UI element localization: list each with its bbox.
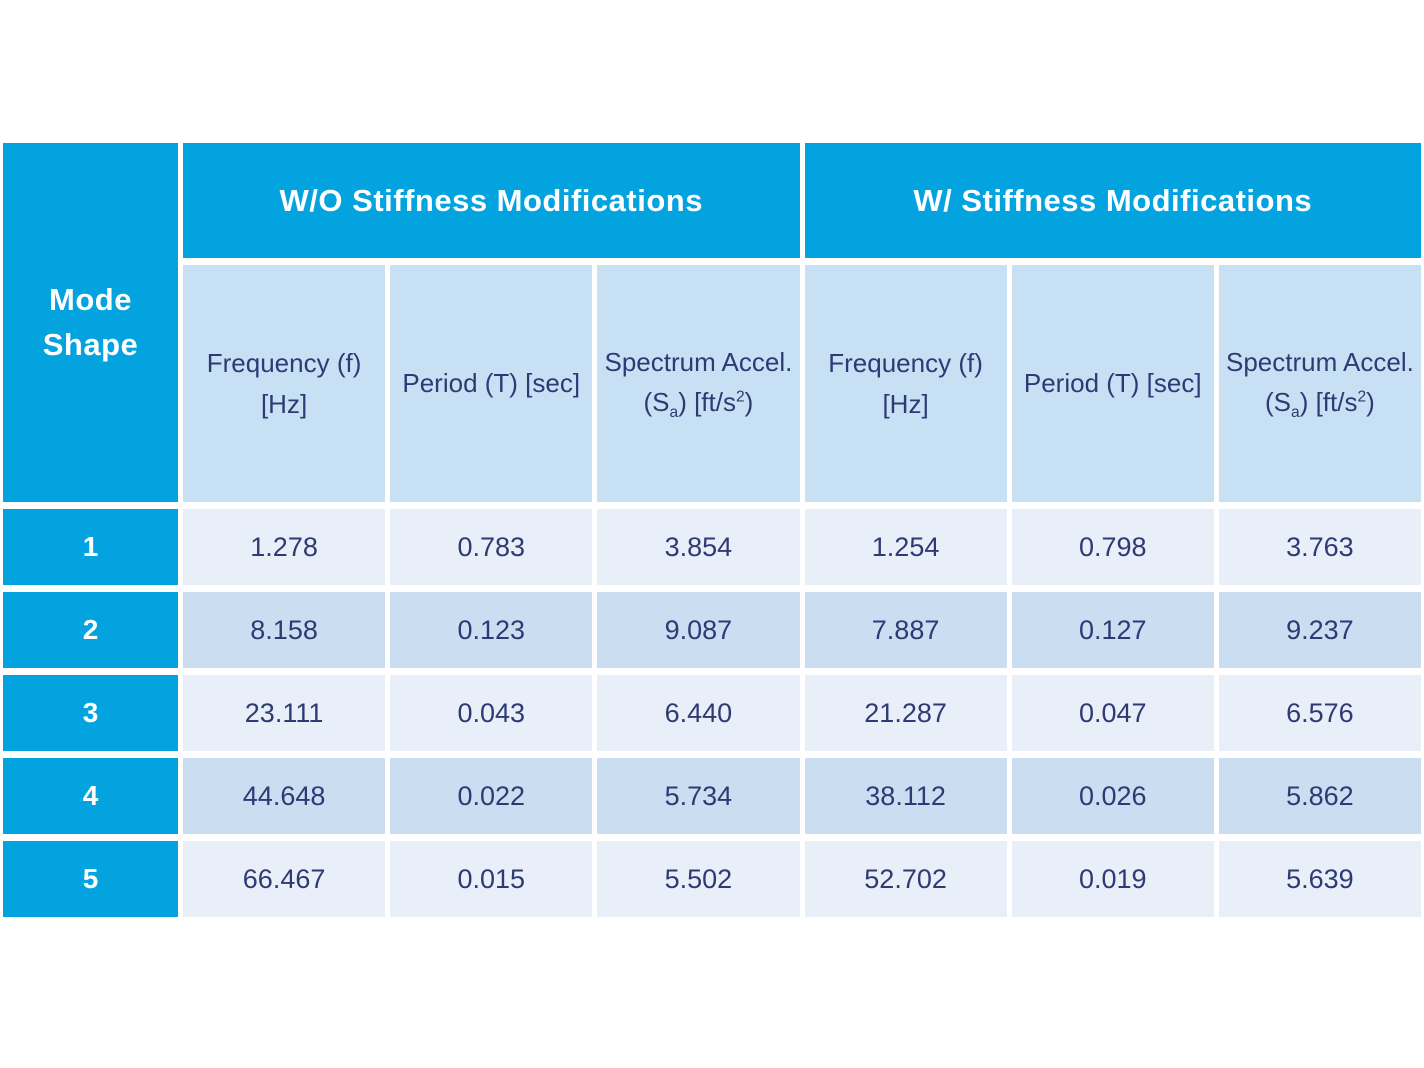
value-cell: 21.287 <box>804 675 1007 751</box>
value-cell: 0.043 <box>390 675 593 751</box>
group-header-without-stiffness-mods: W/O Stiffness Modifications <box>183 143 800 258</box>
value-cell: 0.026 <box>1011 758 1214 834</box>
value-cell: 0.127 <box>1011 592 1214 668</box>
col-header-frequency-w: Frequency (f) [Hz] <box>804 265 1007 502</box>
value-cell: 7.887 <box>804 592 1007 668</box>
value-cell: 0.783 <box>390 509 593 585</box>
value-cell: 5.639 <box>1218 841 1421 917</box>
value-cell: 3.763 <box>1218 509 1421 585</box>
value-cell: 9.087 <box>597 592 800 668</box>
value-cell: 0.123 <box>390 592 593 668</box>
value-cell: 44.648 <box>183 758 386 834</box>
frequency-unit: [Hz] <box>260 388 308 419</box>
modal-properties-table: Mode Shape W/O Stiffness Modifications W… <box>3 143 1421 917</box>
corner-header-mode-shape: Mode Shape <box>3 143 178 502</box>
frequency-unit: [Hz] <box>882 388 929 419</box>
frequency-label: Frequency (f) <box>828 348 983 379</box>
value-cell: 6.440 <box>597 675 800 751</box>
value-cell: 5.734 <box>597 758 800 834</box>
value-cell: 0.015 <box>390 841 593 917</box>
frequency-label: Frequency (f) <box>206 348 362 379</box>
mode-cell: 4 <box>3 758 178 834</box>
value-cell: 0.047 <box>1011 675 1214 751</box>
group-header-with-stiffness-mods: W/ Stiffness Modifications <box>804 143 1421 258</box>
col-header-spectrum-accel-w: Spectrum Accel. (Sa) [ft/s2) <box>1218 265 1421 502</box>
spectrum-unit: (Sa) [ft/s2) <box>643 386 754 422</box>
mode-cell: 2 <box>3 592 178 668</box>
value-cell: 0.019 <box>1011 841 1214 917</box>
col-header-spectrum-accel-wo: Spectrum Accel. (Sa) [ft/s2) <box>597 265 800 502</box>
col-header-period-w: Period (T) [sec] <box>1011 265 1214 502</box>
value-cell: 8.158 <box>183 592 386 668</box>
spectrum-label: Spectrum Accel. <box>604 346 793 377</box>
corner-header-line2: Shape <box>42 326 139 362</box>
mode-cell: 3 <box>3 675 178 751</box>
period-label: Period (T) [sec] <box>402 368 581 399</box>
value-cell: 52.702 <box>804 841 1007 917</box>
value-cell: 3.854 <box>597 509 800 585</box>
value-cell: 5.502 <box>597 841 800 917</box>
value-cell: 38.112 <box>804 758 1007 834</box>
spectrum-label: Spectrum Accel. <box>1225 346 1414 377</box>
value-cell: 0.022 <box>390 758 593 834</box>
value-cell: 5.862 <box>1218 758 1421 834</box>
mode-cell: 5 <box>3 841 178 917</box>
value-cell: 23.111 <box>183 675 386 751</box>
col-header-frequency-wo: Frequency (f) [Hz] <box>183 265 386 502</box>
period-label: Period (T) [sec] <box>1023 368 1202 399</box>
value-cell: 9.237 <box>1218 592 1421 668</box>
value-cell: 66.467 <box>183 841 386 917</box>
corner-header-line1: Mode <box>49 281 132 317</box>
col-header-period-wo: Period (T) [sec] <box>390 265 593 502</box>
value-cell: 1.254 <box>804 509 1007 585</box>
value-cell: 1.278 <box>183 509 386 585</box>
value-cell: 0.798 <box>1011 509 1214 585</box>
value-cell: 6.576 <box>1218 675 1421 751</box>
mode-cell: 1 <box>3 509 178 585</box>
spectrum-unit: (Sa) [ft/s2) <box>1265 386 1375 422</box>
